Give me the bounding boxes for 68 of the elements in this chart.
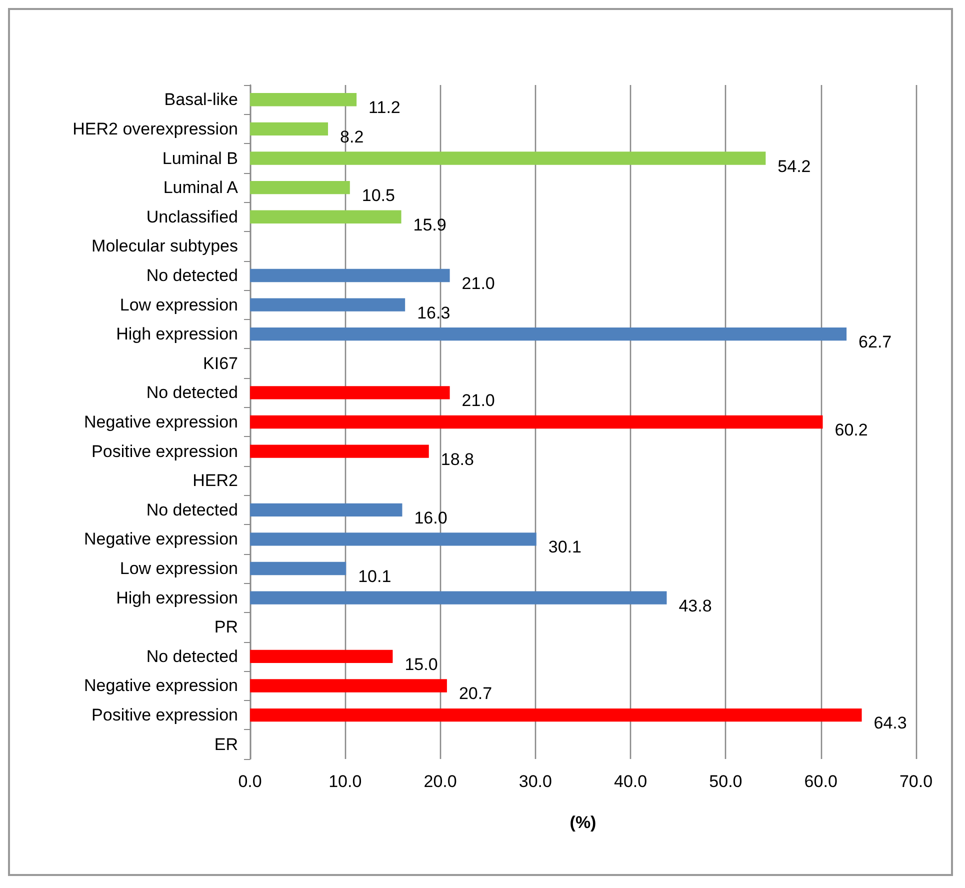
data-label: 54.2 (778, 156, 811, 176)
y-tick-label: No detected (146, 500, 238, 520)
bar (250, 93, 357, 106)
bar (250, 503, 402, 517)
x-tick-label: 60.0 (804, 772, 838, 791)
y-tick-label: Positive expression (92, 706, 238, 725)
y-tick-label: Low expression (120, 559, 238, 578)
y-tick-label: Luminal B (162, 148, 238, 168)
data-label: 18.8 (440, 450, 474, 469)
data-label: 20.7 (458, 684, 492, 704)
x-tick-label: 40.0 (614, 772, 648, 791)
y-tick-label: Unclassified (146, 207, 238, 226)
data-label: 30.1 (548, 538, 582, 557)
x-tick-label: 50.0 (709, 772, 742, 791)
bar (250, 532, 536, 546)
data-label: 11.2 (368, 98, 400, 118)
y-tick-label: High expression (116, 588, 238, 608)
y-tick-label: Molecular subtypes (92, 236, 238, 256)
bar (250, 650, 393, 664)
y-tick-label: High expression (116, 324, 238, 344)
y-tick-label: HER2 (192, 471, 238, 490)
data-label: 64.3 (874, 714, 907, 733)
x-tick-label: 0.0 (238, 772, 262, 791)
bar (250, 591, 667, 604)
bar (250, 298, 406, 312)
x-tick-label: 20.0 (424, 772, 457, 791)
data-label: 10.1 (358, 567, 392, 586)
x-tick-label: 70.0 (899, 772, 933, 791)
x-tick-label: 30.0 (518, 772, 552, 791)
bar (250, 268, 450, 282)
data-label: 16.0 (414, 508, 448, 528)
data-label: 21.0 (462, 274, 495, 293)
bar (250, 679, 447, 692)
y-tick-label: Positive expression (92, 442, 238, 461)
y-tick-label: HER2 overexpression (72, 119, 238, 138)
y-tick-label: PR (214, 618, 238, 637)
bar (250, 327, 847, 341)
bar (250, 562, 346, 576)
data-label: 60.2 (834, 420, 868, 440)
bar (250, 386, 450, 400)
y-tick-label: ER (214, 734, 238, 754)
y-tick-label: Negative expression (84, 412, 238, 432)
y-tick-label: No detected (146, 646, 238, 666)
bar (250, 152, 766, 165)
data-label: 16.3 (417, 303, 450, 322)
y-tick-label: Luminal A (163, 178, 239, 198)
y-tick-label: Basal-like (164, 90, 238, 110)
data-label: 62.7 (858, 332, 892, 352)
bar (250, 415, 823, 429)
data-label: 43.8 (678, 596, 712, 616)
data-label: 15.9 (413, 215, 446, 234)
bar (250, 708, 862, 722)
y-tick-label: No detected (146, 383, 238, 402)
x-tick-label: 10.0 (328, 772, 362, 791)
data-label: 21.0 (462, 391, 495, 410)
y-tick-label: Negative expression (84, 676, 238, 696)
y-tick-label: Low expression (120, 295, 238, 314)
bar (250, 210, 402, 224)
y-tick-label: Negative expression (84, 530, 238, 549)
bar (250, 122, 328, 136)
bar (250, 444, 429, 458)
y-tick-label: No detected (146, 266, 238, 285)
x-axis-title: (%) (570, 813, 596, 832)
data-label: 15.0 (404, 654, 438, 674)
data-label: 10.5 (362, 186, 395, 206)
data-label: 8.2 (340, 127, 364, 146)
y-tick-label: KI67 (203, 354, 238, 373)
bar (250, 180, 350, 194)
